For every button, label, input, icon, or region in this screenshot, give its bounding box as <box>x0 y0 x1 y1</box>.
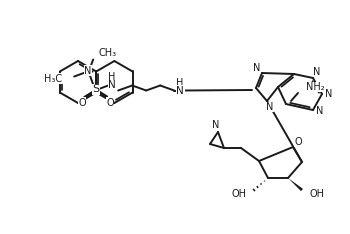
Text: O: O <box>106 98 114 107</box>
Text: OH: OH <box>310 189 325 199</box>
Text: N: N <box>176 85 184 95</box>
Text: N: N <box>316 106 324 116</box>
Text: N: N <box>108 80 116 91</box>
Text: N: N <box>212 120 220 130</box>
Text: NH₂: NH₂ <box>306 82 325 92</box>
Polygon shape <box>288 178 303 191</box>
Text: H: H <box>108 73 116 83</box>
Text: H: H <box>176 77 184 88</box>
Text: O: O <box>78 98 86 107</box>
Text: H₃C: H₃C <box>44 73 62 84</box>
Text: N: N <box>325 89 333 99</box>
Text: N: N <box>313 67 321 77</box>
Text: N: N <box>266 102 274 112</box>
Text: OH: OH <box>231 189 246 199</box>
Text: CH₃: CH₃ <box>98 48 116 58</box>
Text: O: O <box>294 137 302 147</box>
Text: S: S <box>93 84 100 95</box>
Text: N: N <box>253 63 261 73</box>
Text: N: N <box>84 66 92 76</box>
